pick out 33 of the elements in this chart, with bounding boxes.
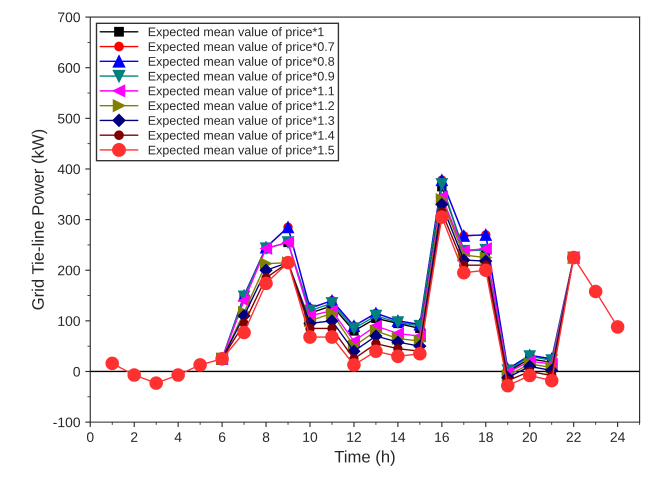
x-tick-label: 18 (479, 432, 493, 442)
legend-label: Expected mean value of price*1 (148, 27, 324, 39)
y-tick-label: -100 (53, 417, 80, 428)
y-tick-label: 0 (73, 366, 80, 377)
legend-label: Expected mean value of price*0.9 (148, 71, 334, 84)
x-tick-label: 12 (347, 432, 361, 442)
y-tick-label: 300 (58, 214, 80, 225)
x-axis-title: Time (h) (334, 450, 395, 466)
legend-label: Expected mean value of price*1.2 (148, 100, 334, 113)
y-axis-title: Grid Tie-line Power (kW) (32, 130, 48, 310)
x-tick-label: 20 (522, 432, 537, 442)
y-tick-label: 700 (58, 12, 80, 22)
y-tick-label: 100 (58, 316, 80, 326)
x-tick-label: 10 (303, 432, 318, 442)
x-tick-label: 24 (610, 432, 625, 442)
y-tick-label: 400 (58, 164, 80, 174)
x-tick-label: 16 (435, 432, 449, 442)
legend-label: Expected mean value of price*1.3 (148, 116, 334, 128)
x-tick-label: 6 (218, 432, 226, 442)
legend-label: Expected mean value of price*0.8 (148, 56, 334, 68)
y-tick-label: 200 (58, 266, 80, 276)
x-tick-label: 22 (566, 432, 581, 442)
x-tick-label: 0 (86, 432, 94, 442)
legend-label: Expected mean value of price*1.5 (148, 145, 334, 157)
x-tick-label: 8 (262, 432, 270, 442)
legend-label: Expected mean value of price*0.7 (148, 42, 334, 54)
y-tick-label: 600 (58, 63, 80, 73)
legend-label: Expected mean value of price*1.1 (148, 86, 334, 98)
legend-label: Expected mean value of price*1.4 (148, 130, 334, 142)
y-tick-label: 500 (58, 114, 80, 124)
x-tick-label: 14 (391, 432, 406, 442)
x-tick-label: 4 (174, 432, 182, 442)
x-tick-label: 2 (131, 432, 138, 442)
